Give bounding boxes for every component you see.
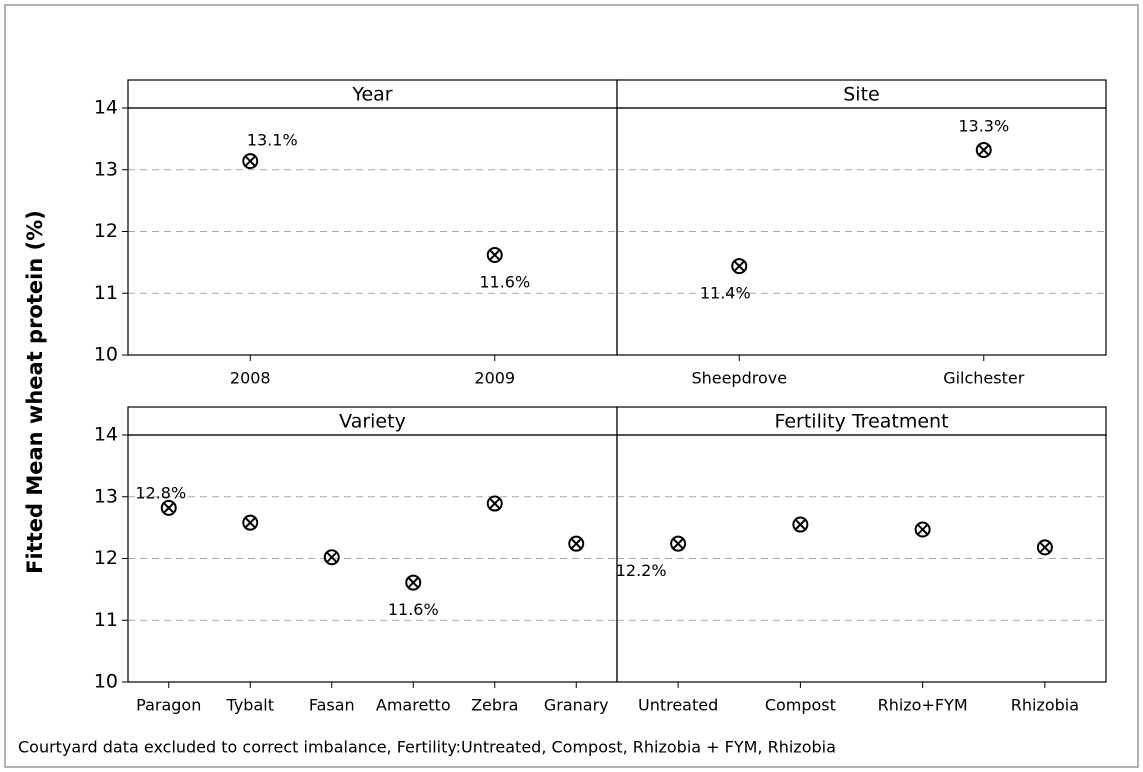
x-tick-label: Gilchester [943,369,1025,388]
outer-frame [4,4,1139,768]
data-label: 11.6% [479,272,530,291]
x-tick-label: 2009 [474,369,515,388]
x-tick-label: Compost [765,696,836,715]
footnote: Courtyard data excluded to correct imbal… [18,738,836,757]
marker [486,246,503,263]
y-tick-label: 11 [94,609,118,631]
strip [127,79,618,109]
marker [323,549,340,566]
marker [405,574,422,591]
marker [242,153,259,170]
data-label: 11.6% [388,600,439,619]
x-tick-label: Tybalt [226,696,274,715]
y-tick-label: 14 [94,424,118,446]
y-tick-label: 13 [94,485,118,507]
x-tick-label: 2008 [230,369,271,388]
y-tick-label: 11 [94,282,118,304]
x-tick-label: Sheepdrove [691,369,787,388]
data-label: 13.1% [247,131,298,150]
marker [731,258,748,275]
panel-title: Variety [339,411,406,433]
marker [914,521,931,538]
panel-title: Site [843,84,879,106]
marker [1036,539,1053,556]
marker [975,141,992,158]
x-tick-label: Untreated [638,696,718,715]
y-tick-label: 10 [94,671,118,693]
strip [616,406,1107,436]
marker [792,516,809,533]
data-label: 13.3% [958,116,1009,135]
y-axis-label: Fitted Mean wheat protein (%) [23,210,47,574]
y-tick-label: 14 [94,97,118,119]
y-tick-label: 10 [94,344,118,366]
x-tick-label: Paragon [136,696,201,715]
marker [670,535,687,552]
plot-frame [616,107,1107,356]
x-tick-label: Amaretto [376,696,451,715]
data-label: 11.4% [700,284,751,303]
marker [242,514,259,531]
y-tick-label: 13 [94,158,118,180]
y-tick-label: 12 [94,547,118,569]
x-tick-label: Zebra [471,696,518,715]
y-tick-label: 12 [94,220,118,242]
strip [616,79,1107,109]
x-tick-label: Fasan [309,696,355,715]
plot-frame [616,434,1107,683]
marker [568,535,585,552]
marker [486,495,503,512]
x-tick-label: Rhizobia [1011,696,1079,715]
data-label: 12.2% [616,561,667,580]
x-tick-label: Granary [544,696,609,715]
panel-title: Fertility Treatment [774,411,948,433]
marker [160,499,177,516]
panel-title: Year [351,84,392,106]
x-tick-label: Rhizo+FYM [878,696,968,715]
data-label: 12.8% [135,483,186,502]
